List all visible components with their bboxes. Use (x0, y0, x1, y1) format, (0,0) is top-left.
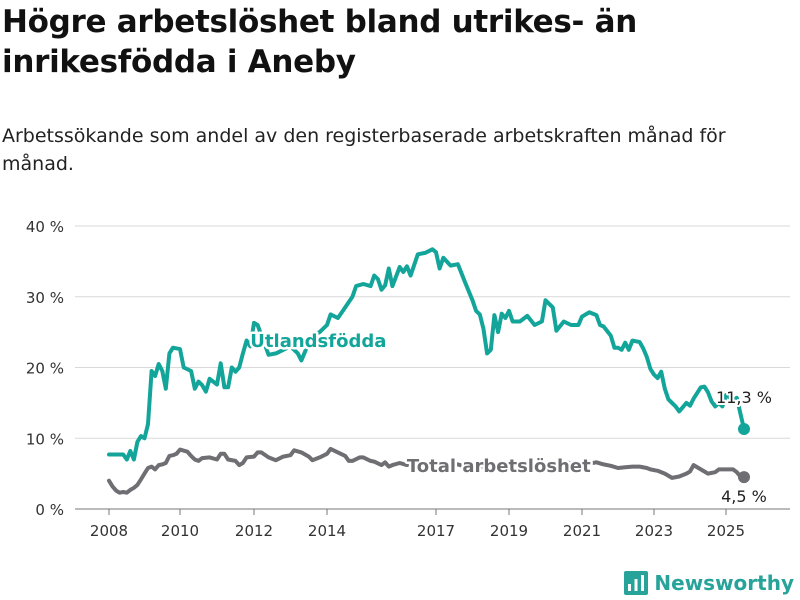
newsworthy-logo-icon (624, 571, 649, 595)
x-tick-label: 2014 (308, 522, 346, 540)
series-end-marker-0 (738, 423, 750, 436)
newsworthy-brand[interactable]: Newsworthy (624, 568, 794, 598)
y-tick-label: 10 % (26, 430, 64, 448)
grid-lines (75, 225, 790, 510)
y-tick-label: 20 % (26, 360, 64, 378)
x-tick-label: 2012 (235, 522, 273, 540)
chart-subtitle: Arbetssökande som andel av den registerb… (2, 125, 726, 175)
y-axis-ticks: 0 % 10 % 20 % 30 % 40 % (26, 218, 64, 519)
series-line-1 (107, 446, 746, 495)
x-tick-label: 2021 (563, 522, 601, 540)
x-tick-label: 2025 (707, 522, 745, 540)
series-name-label-0: Utlandsfödda (250, 331, 386, 352)
page-title: Högre arbetslöshet bland utrikes- än inr… (2, 4, 638, 80)
x-tick-label: 2019 (490, 522, 528, 540)
series-end-value-label-0: 11,3 % (716, 388, 772, 407)
series-line-0 (107, 247, 746, 462)
x-tick-label: 2023 (635, 522, 673, 540)
y-tick-label: 30 % (26, 289, 64, 307)
series-name-label-1: Total arbetslöshet (407, 456, 591, 477)
series-lines (107, 247, 746, 495)
brand-name: Newsworthy (654, 571, 794, 595)
y-tick-label: 40 % (26, 218, 64, 236)
series-end-value-label-1: 4,5 % (721, 487, 767, 506)
series-labels: Utlandsfödda Total arbetslöshet 11,3 % 4,5 … (248, 328, 774, 508)
x-axis: 2008 2010 2012 2014 2017 2019 2021 2023 2025 (90, 509, 745, 540)
y-tick-label: 0 % (35, 501, 64, 519)
x-tick-label: 2017 (417, 522, 455, 540)
series-end-marker-1 (738, 471, 750, 484)
x-tick-label: 2010 (161, 522, 199, 540)
x-tick-label: 2008 (90, 522, 128, 540)
